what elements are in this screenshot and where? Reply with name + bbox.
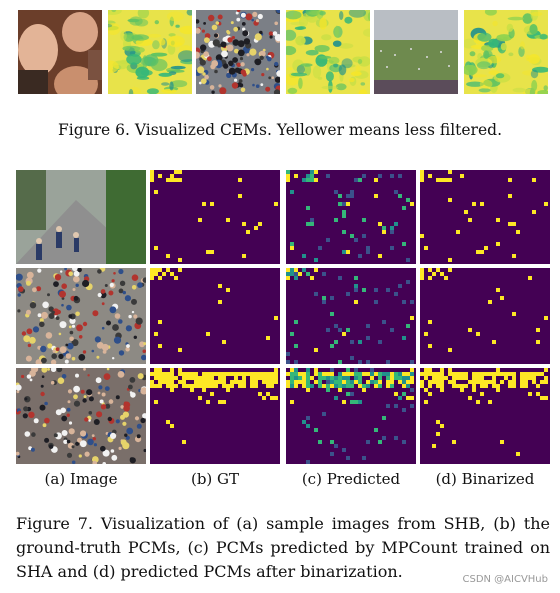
fig6-cem-map-3 bbox=[464, 10, 548, 94]
figure7-caption: Figure 7. Visualization of (a) sample im… bbox=[16, 514, 550, 581]
fig7-predicted-row2 bbox=[286, 268, 416, 364]
fig6-crowd-photo-1 bbox=[18, 10, 102, 94]
fig7-binarized-row2 bbox=[420, 268, 550, 364]
watermark: CSDN @AICVHub bbox=[462, 574, 548, 585]
subfigure-label-image: (a) Image bbox=[44, 470, 118, 488]
fig7-image-row1 bbox=[16, 170, 146, 264]
fig6-crowd-photo-2 bbox=[196, 10, 280, 94]
fig7-image-row3 bbox=[16, 368, 146, 464]
fig6-cem-map-2 bbox=[286, 10, 370, 94]
subfigure-label-predicted: (c) Predicted bbox=[301, 470, 401, 488]
fig7-gt-row3 bbox=[150, 368, 280, 464]
subfigure-label-binarized: (d) Binarized bbox=[435, 470, 535, 488]
fig7-image-row2 bbox=[16, 268, 146, 364]
fig7-gt-row1 bbox=[150, 170, 280, 264]
fig7-predicted-row1 bbox=[286, 170, 416, 264]
fig7-binarized-row3 bbox=[420, 368, 550, 464]
fig7-predicted-row3 bbox=[286, 368, 416, 464]
subfigure-label-gt: (b) GT bbox=[190, 470, 240, 488]
fig7-binarized-row1 bbox=[420, 170, 550, 264]
figure6-caption: Figure 6. Visualized CEMs. Yellower mean… bbox=[57, 121, 502, 139]
fig6-crowd-photo-3 bbox=[374, 10, 458, 94]
fig7-gt-row2 bbox=[150, 268, 280, 364]
fig6-cem-map-1 bbox=[108, 10, 192, 94]
